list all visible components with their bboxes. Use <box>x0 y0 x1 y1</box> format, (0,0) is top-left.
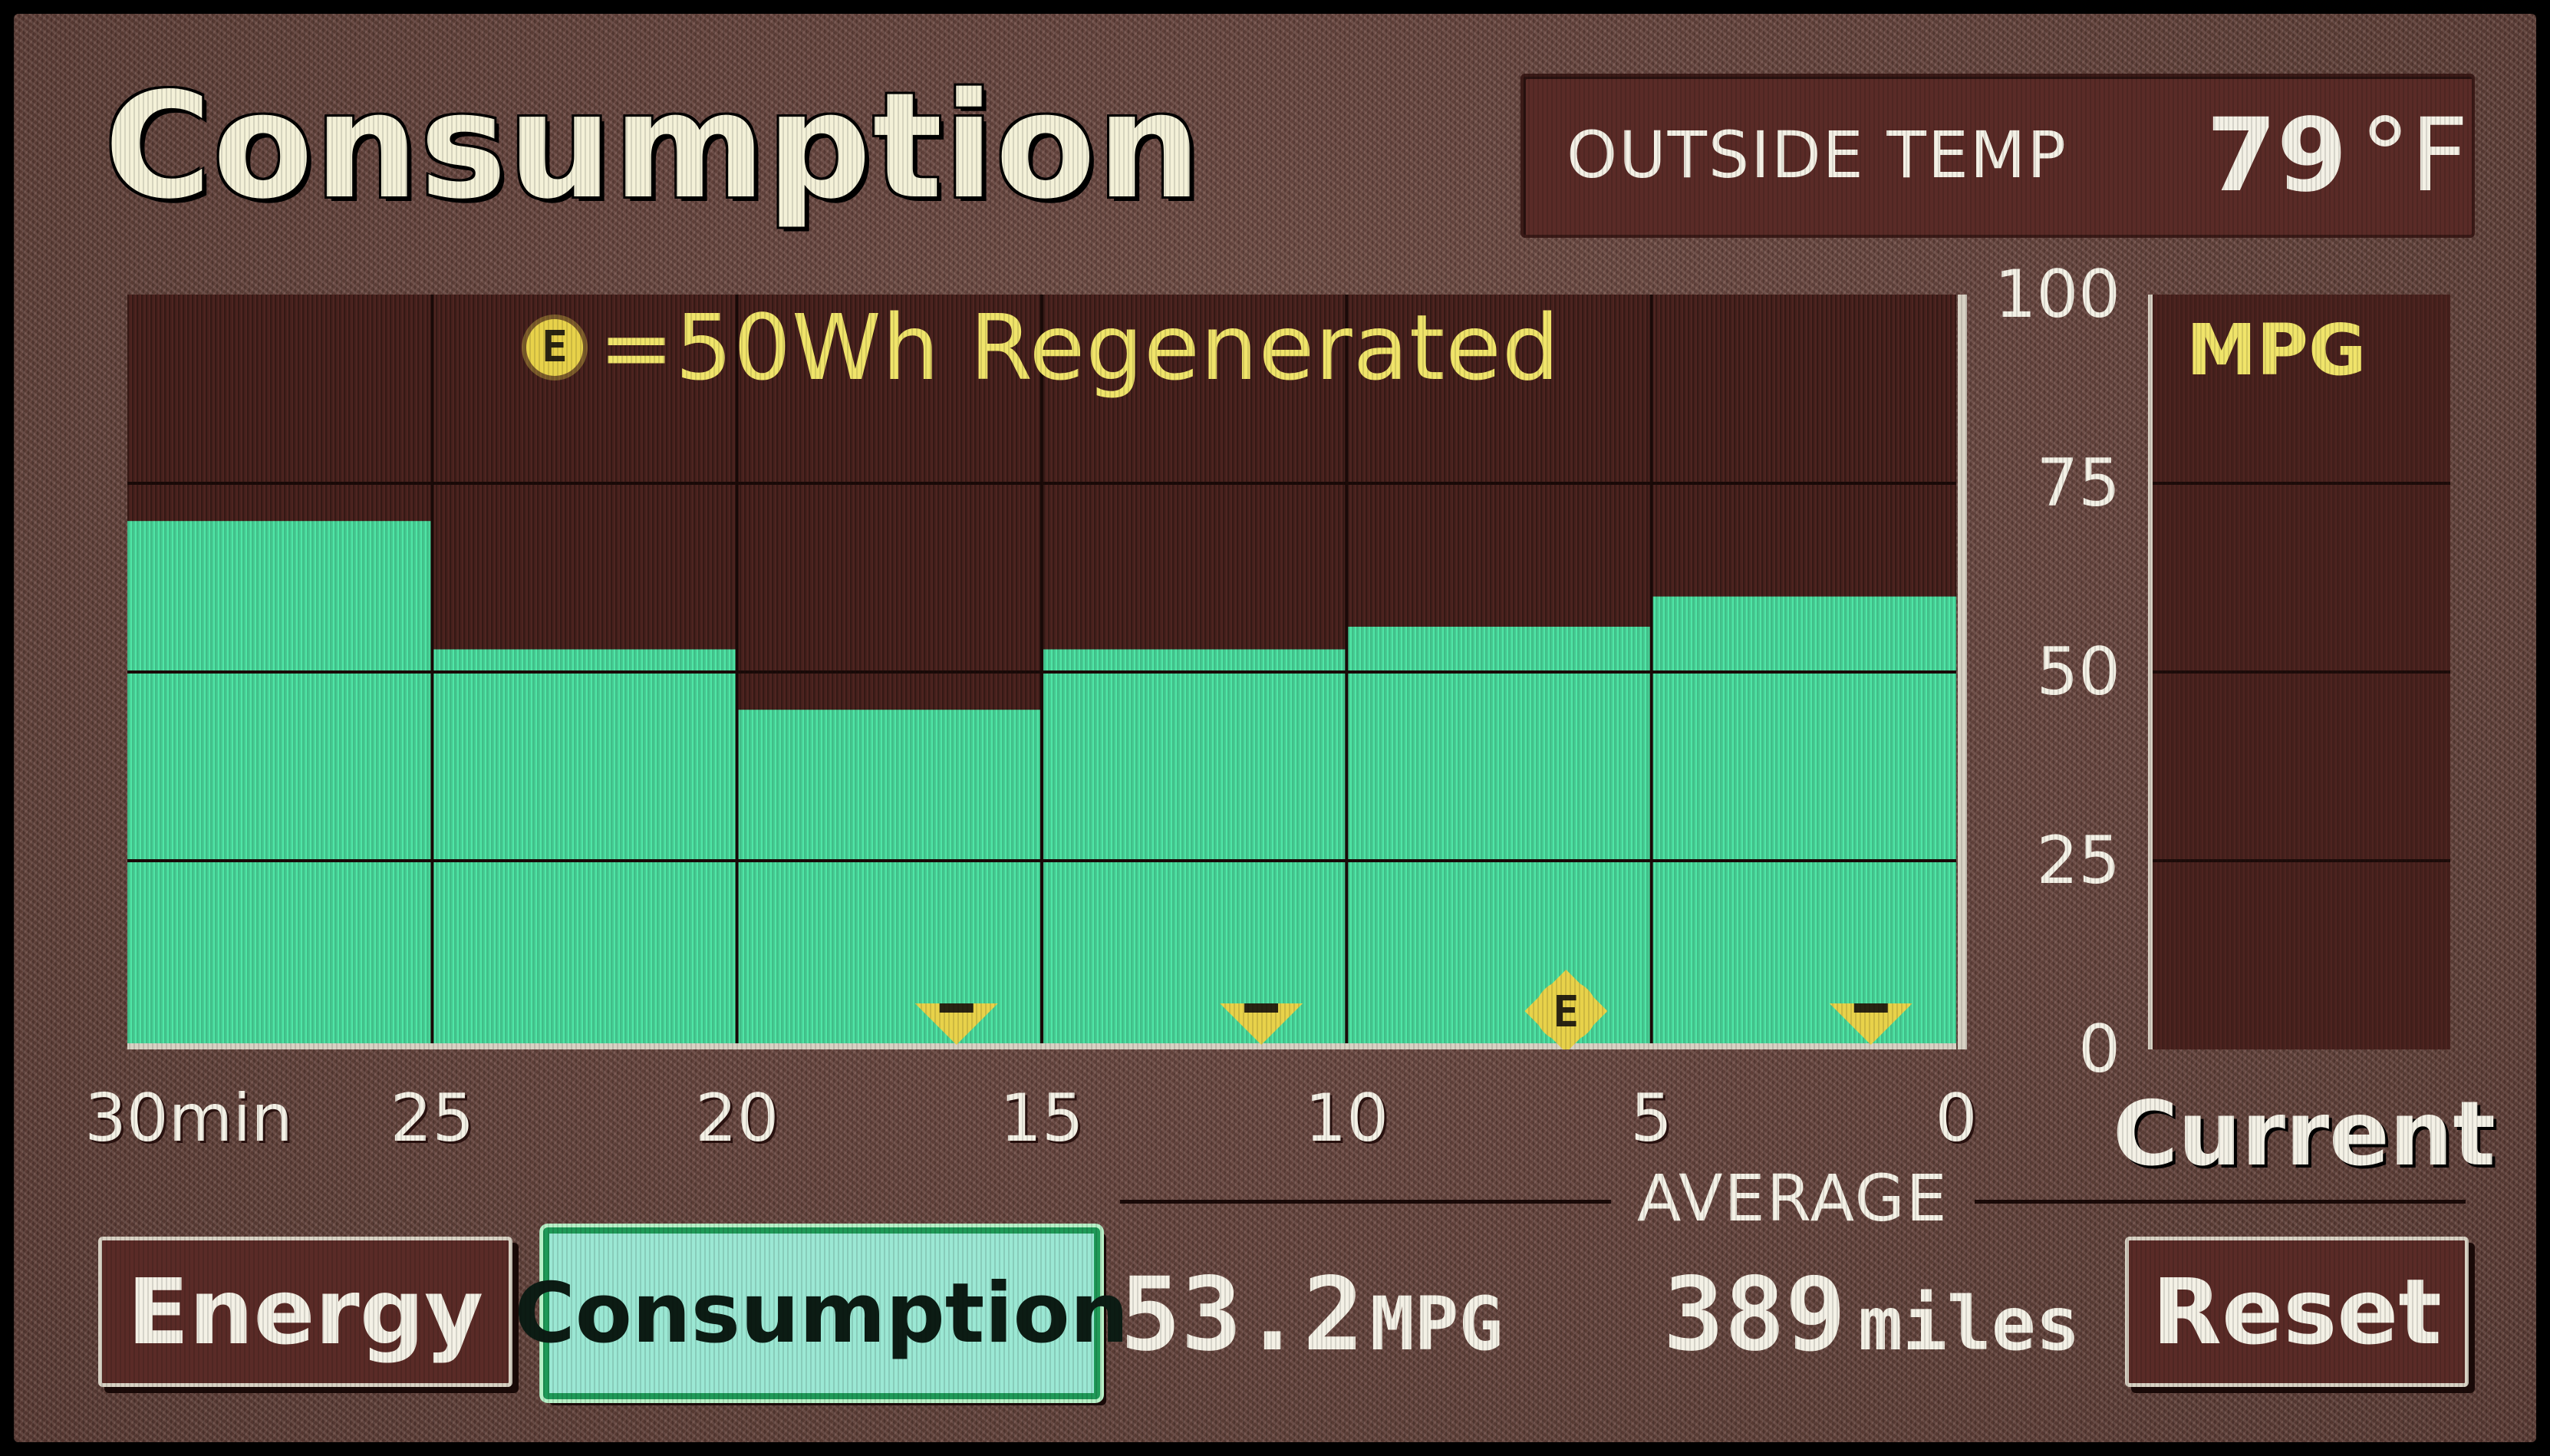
regen-coin-icon <box>1829 1003 1912 1045</box>
average-divider-left <box>1120 1200 1611 1204</box>
regen-legend: E =50Wh Regenerated <box>526 298 1560 397</box>
regen-legend-text: =50Wh Regenerated <box>598 295 1560 400</box>
x-tick-label: 30min <box>84 1080 293 1157</box>
regen-coin-icon <box>1220 1003 1303 1045</box>
average-divider-right <box>1975 1200 2466 1204</box>
average-miles-value: 389 <box>1663 1256 1847 1374</box>
x-tick-label: 20 <box>694 1080 779 1157</box>
page-title: Consumption <box>104 61 1203 231</box>
y-tick-label: 0 <box>2078 1011 2120 1088</box>
x-tick-label: 5 <box>1630 1080 1673 1157</box>
outside-temp-unit: °F <box>2360 97 2469 215</box>
chart-plot: E <box>127 295 1956 1049</box>
average-mpg-unit: MPG <box>1369 1281 1504 1367</box>
average-mpg: 53.2 MPG <box>1120 1261 1503 1369</box>
y-tick-label: 25 <box>2036 822 2120 899</box>
x-tick-label: 15 <box>1000 1080 1084 1157</box>
y-axis-rail <box>1958 295 1967 1049</box>
consumption-button[interactable]: Consumption <box>514 1227 1129 1399</box>
energy-button[interactable]: Energy <box>98 1237 512 1387</box>
regen-coin-icon: E <box>1524 970 1608 1049</box>
outside-temp-label: OUTSIDE TEMP <box>1567 117 2067 193</box>
regen-coin-icon: E <box>526 319 583 376</box>
mpg-gridline <box>2153 670 2450 674</box>
average-label: AVERAGE <box>1637 1161 1949 1236</box>
display-screen: Consumption OUTSIDE TEMP 79 °F E E =50Wh… <box>14 14 2536 1442</box>
reset-button[interactable]: Reset <box>2125 1237 2469 1387</box>
y-tick-label: 75 <box>2036 445 2120 522</box>
regen-coin-icon <box>914 1003 998 1045</box>
outside-temp-box: OUTSIDE TEMP 79 °F <box>1520 74 2475 238</box>
consumption-chart: E <box>127 295 1956 1049</box>
outside-temp-value: 79 <box>2206 97 2347 215</box>
mpg-gridline <box>2153 482 2450 485</box>
y-tick-label: 100 <box>1994 256 2120 333</box>
x-tick-label: 0 <box>1935 1080 1978 1157</box>
x-tick-label: 10 <box>1304 1080 1389 1157</box>
y-tick-label: 50 <box>2036 634 2120 710</box>
average-mpg-value: 53.2 <box>1120 1256 1364 1374</box>
x-tick-label: 25 <box>390 1080 475 1157</box>
average-miles: 389 miles <box>1663 1261 2080 1369</box>
svg-text:E: E <box>1553 987 1580 1037</box>
current-label: Current <box>2113 1082 2496 1186</box>
mpg-gridline <box>2153 859 2450 862</box>
average-miles-unit: miles <box>1858 1281 2081 1367</box>
y-axis-scale: 100 75 50 25 0 <box>1958 258 2134 1086</box>
current-mpg-panel: MPG <box>2148 295 2450 1049</box>
mpg-label: MPG <box>2186 309 2367 391</box>
